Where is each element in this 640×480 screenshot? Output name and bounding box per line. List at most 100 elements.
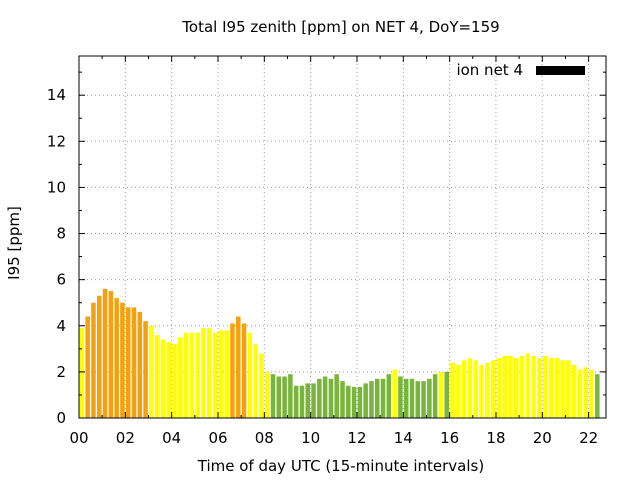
bar (102, 288, 108, 418)
bar (490, 360, 496, 418)
bar (380, 378, 386, 418)
bar (114, 298, 119, 418)
y-axis-label: I95 [ppm] (5, 206, 23, 280)
x-tick-label: 02 (116, 429, 135, 447)
x-tick-label: 08 (255, 429, 274, 447)
bar (554, 358, 560, 418)
x-tick-label: 16 (440, 429, 459, 447)
bar (85, 316, 90, 418)
bar (363, 383, 368, 418)
bar (513, 358, 519, 418)
bar (235, 316, 241, 418)
x-tick-label: 00 (69, 429, 88, 447)
bar (207, 328, 212, 418)
bar (264, 371, 270, 418)
bar (560, 360, 565, 418)
bar (125, 307, 131, 418)
bar (201, 328, 206, 418)
bar (120, 302, 125, 418)
bar (79, 328, 85, 418)
bar (415, 381, 421, 418)
y-tick-label: 12 (47, 132, 66, 150)
bar (450, 362, 455, 418)
bar (525, 353, 531, 418)
bar (160, 339, 166, 418)
bar (456, 364, 461, 418)
x-tick-label: 12 (347, 429, 366, 447)
bar (189, 332, 195, 418)
bar (473, 360, 478, 418)
grid (79, 56, 606, 418)
bar (531, 355, 536, 418)
bar (230, 323, 235, 418)
bar (322, 376, 328, 418)
bar (571, 364, 577, 418)
bar (438, 371, 444, 418)
bar (212, 332, 218, 418)
bar (293, 385, 299, 418)
bar (224, 330, 229, 418)
bar (218, 330, 224, 418)
bar (467, 358, 473, 418)
bar (97, 295, 102, 418)
bar (583, 367, 588, 418)
y-tick-label: 2 (56, 363, 66, 381)
x-tick-label: 06 (208, 429, 227, 447)
bar (479, 364, 484, 418)
x-tick-label: 18 (486, 429, 505, 447)
bar (137, 311, 143, 418)
bar (334, 374, 339, 418)
bar (340, 381, 345, 418)
y-axis-ticks: 0 2 4 6 8 10 12 14 (47, 71, 606, 427)
bar (508, 355, 513, 418)
bar (432, 374, 438, 418)
bar (392, 369, 397, 418)
y-tick-label: 6 (56, 271, 66, 289)
x-tick-label: 20 (533, 429, 552, 447)
bar (195, 332, 200, 418)
legend-swatch (536, 66, 585, 75)
bar (172, 344, 177, 418)
bar (131, 307, 137, 418)
bar (398, 376, 403, 418)
bar (542, 355, 548, 418)
bar (247, 332, 253, 418)
bar (485, 362, 490, 418)
bar (427, 378, 432, 418)
y-tick-label: 14 (47, 86, 66, 104)
x-tick-label: 10 (301, 429, 320, 447)
bar (183, 332, 189, 418)
bar (374, 378, 380, 418)
bar (299, 385, 305, 418)
bar (537, 358, 542, 418)
bar (461, 360, 467, 418)
plot-border (78, 55, 607, 419)
bar (386, 374, 392, 418)
chart-title: Total I95 zenith [ppm] on NET 4, DoY=159 (181, 18, 499, 36)
legend-label: ion net 4 (456, 61, 523, 79)
bar (149, 325, 154, 418)
bar (589, 369, 594, 418)
bar (409, 378, 415, 418)
bar (496, 358, 502, 418)
y-tick-label: 8 (56, 225, 66, 243)
bar (282, 376, 287, 418)
bar (502, 355, 507, 418)
bar (369, 381, 374, 418)
bar (346, 385, 351, 418)
bar (166, 341, 172, 418)
bar (421, 381, 426, 418)
bar (577, 369, 583, 418)
bar (276, 376, 282, 418)
bar (311, 383, 316, 418)
y-tick-label: 4 (56, 317, 66, 335)
x-tick-label: 04 (162, 429, 181, 447)
bar (595, 374, 600, 418)
bar (305, 383, 311, 418)
bar (566, 360, 571, 418)
x-axis-label: Time of day UTC (15-minute intervals) (197, 457, 484, 475)
bar (548, 358, 554, 418)
x-tick-label: 22 (579, 429, 598, 447)
bar (253, 344, 258, 418)
